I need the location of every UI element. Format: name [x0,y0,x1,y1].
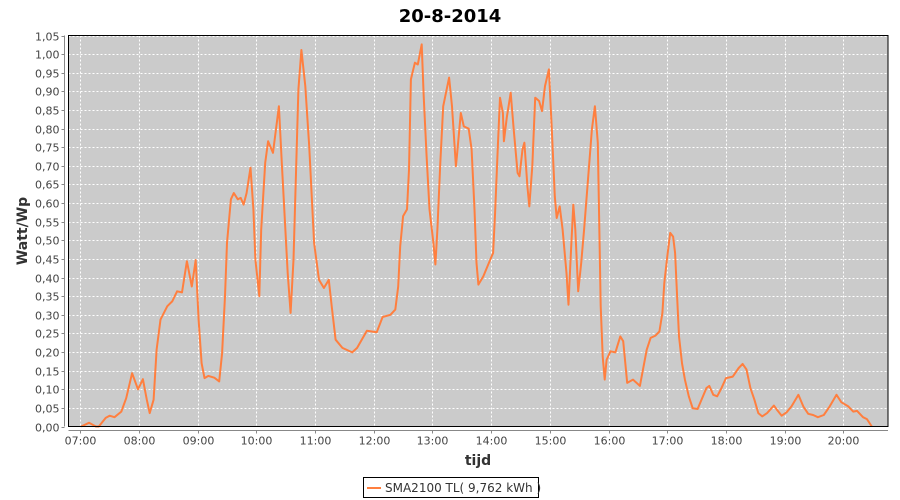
y-tick-label: 0,90 [35,86,60,99]
y-tick-label: 0,45 [35,254,60,267]
y-tick-label: 0,00 [35,422,60,435]
x-tick-label: 10:00 [241,435,273,448]
gridlines [68,35,888,428]
plot-area [68,35,888,427]
x-tick-label: 16:00 [594,435,626,448]
series-line [80,43,873,428]
legend-box [363,477,539,498]
y-tick-label: 1,00 [35,49,60,62]
y-tick-label: 0,65 [35,179,60,192]
y-tick-label: 0,10 [35,384,60,397]
x-tick-label: 14:00 [476,435,508,448]
y-tick-label: 0,75 [35,142,60,155]
x-tick-label: 19:00 [770,435,802,448]
x-tick-label: 12:00 [359,435,391,448]
y-tick-label: 0,15 [35,366,60,379]
x-tick-label: 08:00 [124,435,156,448]
plot-frame [68,35,889,427]
y-tick-label: 1,05 [35,31,60,44]
x-tick-label: 17:00 [652,435,684,448]
x-tick-label: 09:00 [183,435,215,448]
x-tick-label: 20:00 [828,435,860,448]
y-tick-label: 0,35 [35,291,60,304]
y-tick-label: 0,50 [35,235,60,248]
y-tick-label: 0,80 [35,124,60,137]
x-tick-label: 15:00 [535,435,567,448]
y-tick-label: 0,55 [35,217,60,230]
legend-label: SMA2100 TL( 9,762 kWh ) [385,481,541,495]
y-tick-label: 0,05 [35,403,60,416]
y-tick-label: 0,40 [35,273,60,286]
legend: SMA2100 TL( 9,762 kWh ) [363,477,541,498]
x-tick-label: 07:00 [65,435,97,448]
x-tick-label: 18:00 [711,435,743,448]
y-tick-label: 0,60 [35,198,60,211]
x-tick-label: 11:00 [300,435,332,448]
y-tick-label: 0,70 [35,161,60,174]
y-axis-label: Watt/Wp [15,197,31,265]
y-axis: 0,00 0,05 0,10 0,15 0,20 0,25 0,30 0,35 0,40 0,45… [35,31,65,435]
x-tick-label: 13:00 [417,435,449,448]
chart-title: 20-8-2014 [399,6,502,27]
y-tick-label: 0,30 [35,310,60,323]
x-axis-label: tijd [465,453,491,469]
y-tick-label: 0,85 [35,105,60,118]
y-tick-label: 0,20 [35,347,60,360]
y-tick-label: 0,25 [35,328,60,341]
series-group [80,43,873,428]
y-tick-label: 0,95 [35,68,60,81]
x-axis: 07:00 08:00 09:00 10:00 11:00 12:00 13:00 14:00… [65,430,888,448]
